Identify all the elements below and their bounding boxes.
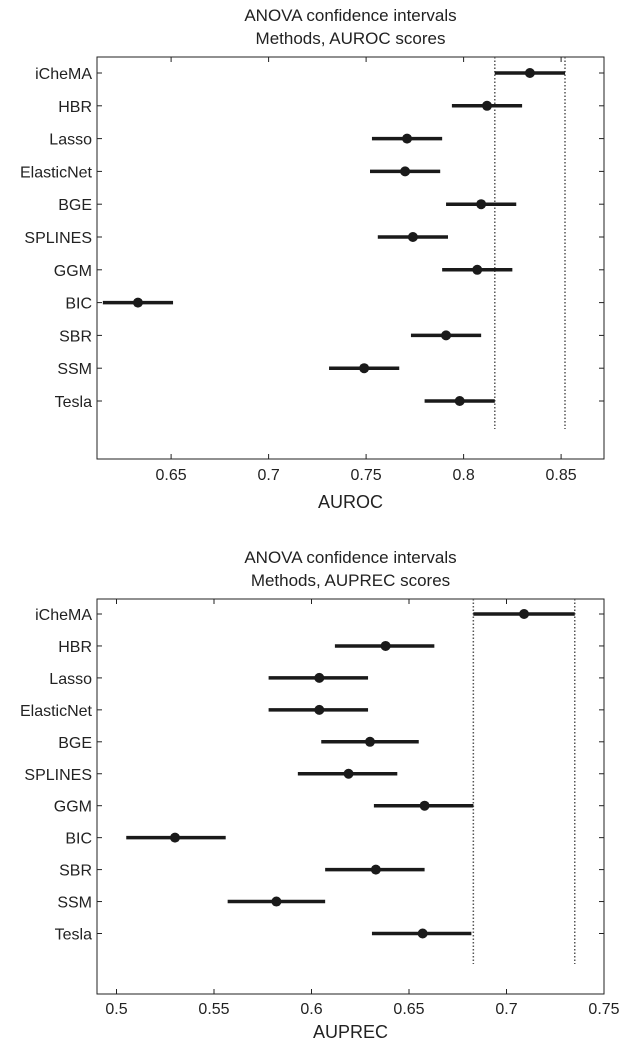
mean-point — [482, 100, 492, 111]
category-label: SBR — [59, 328, 92, 345]
mean-point — [519, 609, 530, 619]
mean-point — [271, 896, 282, 907]
category-label: SBR — [59, 863, 92, 880]
chart-subtitle: Methods, AUROC scores — [256, 29, 446, 48]
category-label: ElasticNet — [20, 703, 93, 720]
category-label: GGM — [54, 263, 92, 280]
x-axis-label: AUROC — [318, 492, 383, 512]
mean-point — [370, 864, 381, 875]
mean-point — [400, 166, 411, 177]
category-label: BIC — [65, 831, 92, 848]
mean-point — [132, 297, 143, 308]
category-label: Lasso — [49, 671, 92, 688]
category-label: Tesla — [55, 927, 92, 944]
category-label: SSM — [57, 895, 92, 912]
x-tick-label: 0.8 — [452, 467, 474, 484]
plot-area-frame — [96, 598, 605, 995]
mean-point — [476, 199, 487, 210]
category-label: HBR — [58, 639, 92, 656]
mean-point — [380, 640, 391, 651]
mean-point — [314, 672, 325, 683]
mean-point — [402, 133, 413, 144]
category-label: HBR — [58, 99, 92, 116]
x-tick-label: 0.75 — [351, 467, 382, 484]
x-tick-label: 0.65 — [393, 1001, 424, 1018]
x-tick-label: 0.75 — [588, 1001, 619, 1018]
x-tick-label: 0.55 — [198, 1001, 229, 1018]
mean-point — [365, 736, 375, 747]
x-tick-label: 0.6 — [300, 1001, 322, 1018]
category-label: SPLINES — [24, 230, 92, 247]
mean-point — [359, 363, 370, 374]
category-label: SSM — [57, 361, 92, 378]
mean-point — [314, 704, 325, 715]
mean-point — [407, 232, 418, 242]
category-label: BIC — [65, 296, 92, 313]
chart-panel-2: ANOVA confidence intervals Methods, AUPRE… — [20, 548, 620, 1042]
x-tick-label: 0.7 — [495, 1001, 517, 1018]
chart-title: ANOVA confidence intervals — [244, 548, 456, 567]
chart-title: ANOVA confidence intervals — [244, 6, 456, 25]
category-label: Lasso — [49, 132, 92, 149]
x-tick-label: 0.5 — [105, 1001, 127, 1018]
x-tick-label: 0.85 — [546, 467, 577, 484]
mean-point — [343, 768, 354, 779]
category-label: BGE — [58, 197, 92, 214]
category-label: SPLINES — [24, 767, 92, 784]
x-axis-label: AUPREC — [313, 1022, 388, 1042]
chart-panel-1: ANOVA confidence intervals Methods, AUROC… — [20, 6, 605, 512]
mean-point — [472, 264, 483, 275]
category-label: iCheMA — [35, 66, 92, 83]
mean-point — [417, 928, 428, 939]
category-label: ElasticNet — [20, 164, 93, 181]
category-label: iCheMA — [35, 607, 92, 624]
plot-area-frame — [96, 56, 605, 460]
mean-point — [170, 832, 180, 843]
mean-point — [524, 68, 535, 78]
mean-point — [454, 396, 465, 406]
chart-subtitle: Methods, AUPREC scores — [251, 571, 450, 590]
category-label: BGE — [58, 735, 92, 752]
mean-point — [441, 330, 452, 341]
x-tick-label: 0.7 — [257, 467, 279, 484]
mean-point — [419, 800, 430, 811]
category-label: GGM — [54, 799, 92, 816]
category-label: Tesla — [55, 394, 92, 411]
x-tick-label: 0.65 — [156, 467, 187, 484]
